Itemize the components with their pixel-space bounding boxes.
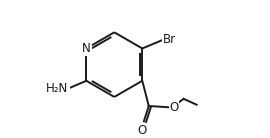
Text: H₂N: H₂N bbox=[46, 82, 68, 95]
Text: Br: Br bbox=[163, 33, 176, 46]
Text: N: N bbox=[82, 42, 91, 55]
Text: O: O bbox=[138, 124, 147, 137]
Text: O: O bbox=[170, 101, 179, 114]
